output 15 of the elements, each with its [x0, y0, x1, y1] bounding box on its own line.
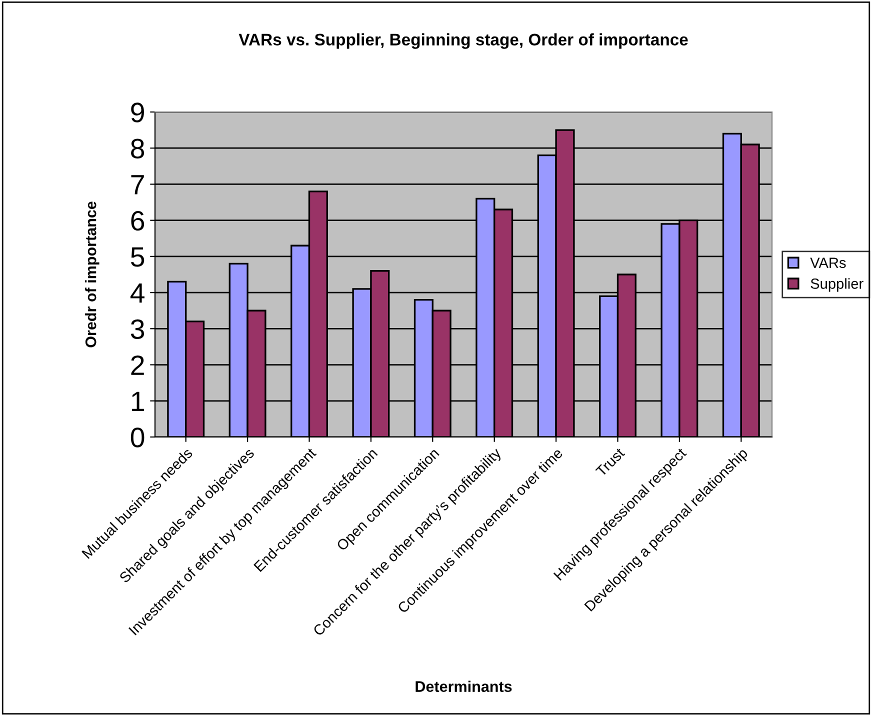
y-tick-label: 5: [130, 247, 144, 267]
y-tick-label: 7: [131, 175, 144, 194]
y-tick-label: 2: [131, 355, 144, 375]
legend-label: VARs: [810, 258, 846, 268]
x-axis-title: Determinants: [416, 680, 512, 692]
y-tick-label: 1: [132, 392, 144, 411]
y-tick-label: 6: [131, 211, 144, 231]
y-tick-label: 4: [130, 284, 144, 303]
legend-label: Supplier: [810, 278, 864, 292]
y-axis-title: Oredr of importance: [85, 202, 100, 348]
y-tick-label: 3: [130, 319, 144, 340]
chart-title: VARs vs. Supplier, Beginning stage, Order of importance: [238, 33, 688, 49]
y-tick-label: 8: [131, 138, 144, 158]
y-tick-label: 0: [130, 428, 144, 448]
y-tick-label: 9: [131, 102, 144, 122]
